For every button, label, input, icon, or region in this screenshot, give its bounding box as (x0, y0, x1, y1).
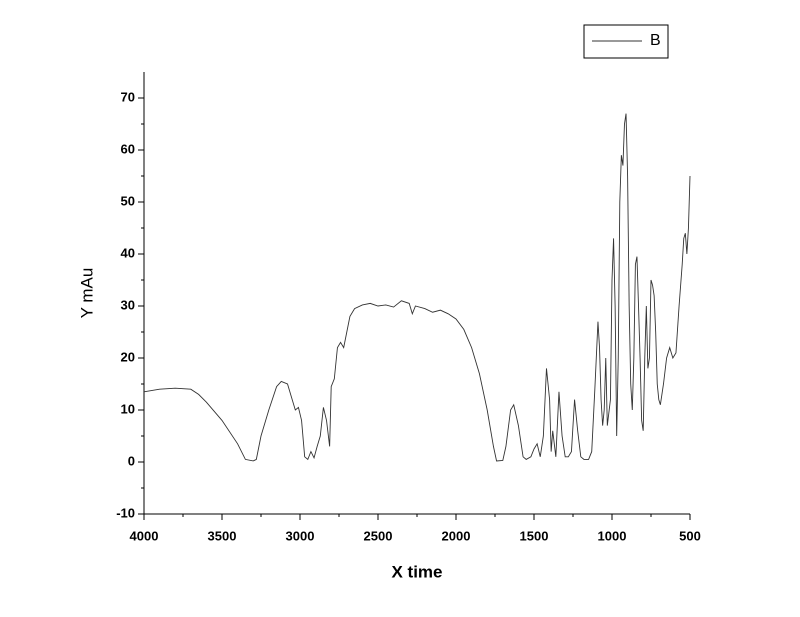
y-tick-label: 50 (121, 193, 135, 208)
x-tick-label: 2000 (442, 528, 471, 543)
legend-box (583, 24, 669, 59)
x-tick-label: 4000 (130, 528, 159, 543)
y-tick-label: 30 (121, 297, 135, 312)
y-tick-label: 60 (121, 141, 135, 156)
y-tick-label: 10 (121, 401, 135, 416)
y-tick-label: 20 (121, 349, 135, 364)
y-tick-label: 70 (121, 89, 135, 104)
legend-label: B (650, 32, 661, 49)
y-axis-title: Y mAu (77, 268, 96, 319)
y-tick-label: -10 (116, 505, 135, 520)
x-tick-label: 3000 (286, 528, 315, 543)
x-tick-label: 500 (679, 528, 701, 543)
data-line (143, 113, 691, 462)
x-tick-label: 3500 (208, 528, 237, 543)
y-tick-label: 40 (121, 245, 135, 260)
y-tick-label: 0 (128, 453, 135, 468)
x-tick-label: 1000 (598, 528, 627, 543)
x-axis-title: X time (391, 562, 442, 581)
x-tick-label: 1500 (520, 528, 549, 543)
x-tick-label: 2500 (364, 528, 393, 543)
